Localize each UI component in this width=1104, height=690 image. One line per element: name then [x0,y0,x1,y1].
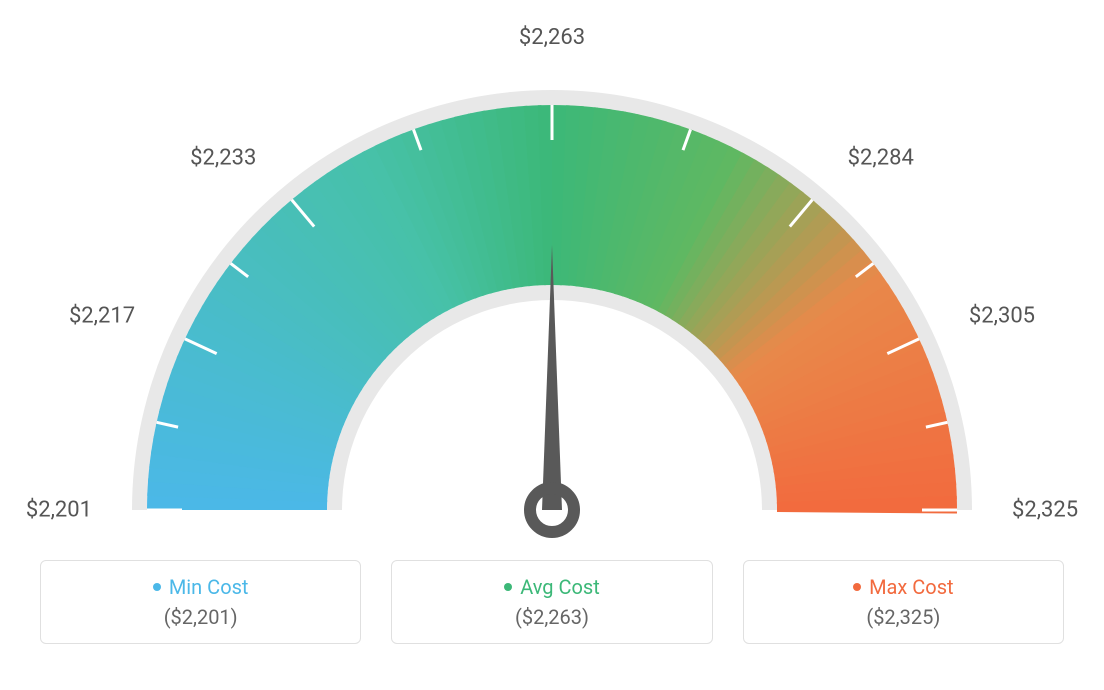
gauge-tick-label: $2,217 [69,303,135,328]
legend-value-max: ($2,325) [764,605,1043,629]
legend-card-min: Min Cost ($2,201) [40,560,361,644]
gauge-area: $2,201 $2,217 $2,233 $2,263 $2,284 $2,305 $2,3… [0,0,1104,560]
legend-label-avg: Avg Cost [520,575,600,599]
legend-card-max: Max Cost ($2,325) [743,560,1064,644]
legend-title-max: Max Cost [853,575,954,599]
gauge-tick-label: $2,325 [1012,498,1078,523]
legend-card-avg: Avg Cost ($2,263) [391,560,712,644]
legend-dot-max [853,583,861,591]
legend-dot-avg [504,583,512,591]
legend-value-min: ($2,201) [61,605,340,629]
gauge-tick-label: $2,233 [190,145,256,170]
gauge-tick-label: $2,305 [969,303,1035,328]
legend-dot-min [153,583,161,591]
legend-label-min: Min Cost [169,575,249,599]
legend-row: Min Cost ($2,201) Avg Cost ($2,263) Max … [0,560,1104,644]
gauge-svg [0,0,1104,560]
gauge-tick-label: $2,263 [519,25,585,50]
gauge-tick-label: $2,284 [848,145,914,170]
gauge-chart-container: $2,201 $2,217 $2,233 $2,263 $2,284 $2,305 $2,3… [0,0,1104,690]
legend-label-max: Max Cost [869,575,954,599]
legend-title-min: Min Cost [153,575,249,599]
gauge-tick-label: $2,201 [26,498,92,523]
legend-value-avg: ($2,263) [412,605,691,629]
legend-title-avg: Avg Cost [504,575,600,599]
